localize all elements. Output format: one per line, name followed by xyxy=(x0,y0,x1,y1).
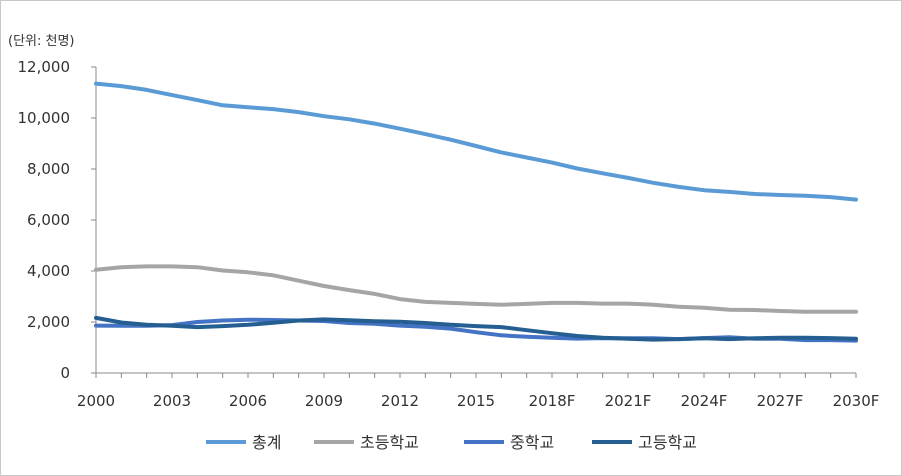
x-tick-label: 2000 xyxy=(77,392,115,410)
y-tick-label: 6,000 xyxy=(27,211,70,229)
legend-label: 초등학교 xyxy=(360,433,419,452)
x-tick-label: 2015 xyxy=(457,392,495,410)
y-tick-label: 2,000 xyxy=(27,313,70,331)
x-tick-label: 2024F xyxy=(681,392,728,410)
series-line xyxy=(94,315,858,342)
y-tick-label: 8,000 xyxy=(27,160,70,178)
series-line xyxy=(94,264,858,314)
x-tick-label: 2012 xyxy=(381,392,419,410)
x-tick-label: 2021F xyxy=(605,392,652,410)
legend-label: 총계 xyxy=(252,433,281,452)
x-axis: 2000 2003 2006 2009 2012 2015 2018F 2021F 2024F 2… xyxy=(77,372,880,410)
y-tick-label: 4,000 xyxy=(27,262,70,280)
plot-lines xyxy=(94,81,858,343)
legend-label: 중학교 xyxy=(510,433,554,452)
legend-label: 고등학교 xyxy=(638,433,697,452)
x-tick-label: 2006 xyxy=(229,392,267,410)
series-line xyxy=(94,81,858,202)
x-tick-label: 2030F xyxy=(833,392,880,410)
y-tick-label: 12,000 xyxy=(18,58,71,76)
x-tick-label: 2009 xyxy=(305,392,343,410)
y-tick-label: 0 xyxy=(60,364,70,382)
x-tick-label: 2027F xyxy=(757,392,804,410)
y-axis: 0 2,000 4,000 6,000 8,000 10,000 12,000 xyxy=(18,58,97,382)
legend: 총계 초등학교 중학교 고등학교 xyxy=(206,433,697,452)
x-tick-label: 2018F xyxy=(529,392,576,410)
unit-label: (단위: 천명) xyxy=(8,34,75,49)
y-tick-label: 10,000 xyxy=(18,109,71,127)
x-tick-label: 2003 xyxy=(153,392,191,410)
